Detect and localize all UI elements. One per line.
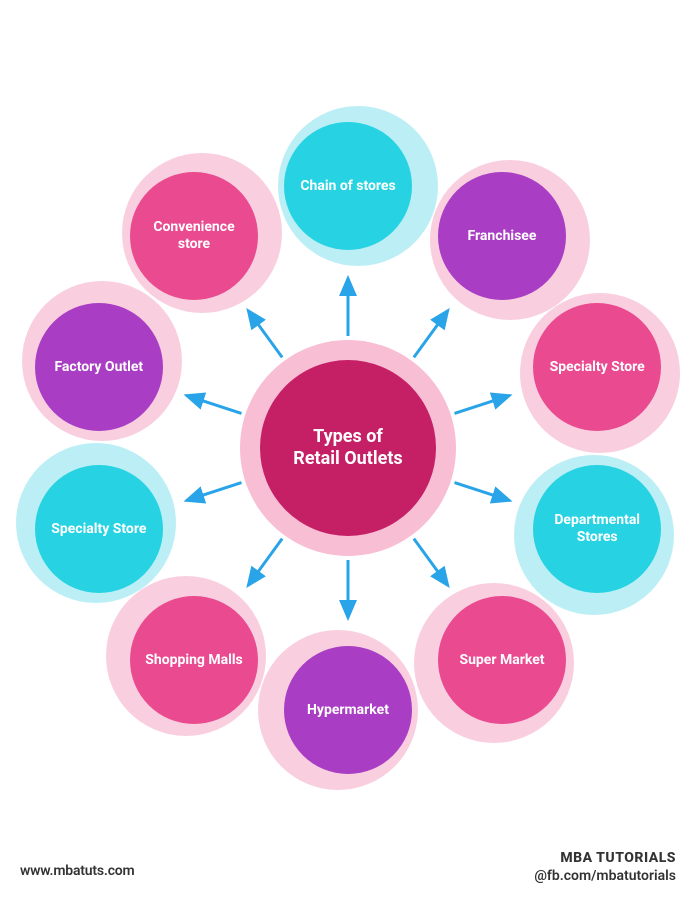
outlet-node-label: Shopping Malls <box>145 652 243 669</box>
outlet-node-label: Super Market <box>459 652 544 669</box>
outlet-node-label: Departmental Stores <box>541 512 653 546</box>
outlet-node-label: Specialty Store <box>51 521 146 538</box>
outlet-node: Franchisee <box>438 172 566 300</box>
footer-right-block: MBA TUTORIALS @fb.com/mbatutorials <box>534 849 676 885</box>
center-node: Types ofRetail Outlets <box>260 360 436 536</box>
arrow <box>455 483 510 501</box>
arrow <box>414 310 448 357</box>
arrow <box>186 395 241 413</box>
arrow <box>455 395 510 413</box>
outlet-node: Super Market <box>438 596 566 724</box>
outlet-node: Hypermarket <box>284 646 412 774</box>
outlet-node: Convenience store <box>130 172 258 300</box>
outlet-node: Chain of stores <box>284 122 412 250</box>
outlet-node-label: Convenience store <box>138 219 250 253</box>
outlet-node: Factory Outlet <box>35 303 163 431</box>
arrow <box>186 483 241 501</box>
arrow <box>414 539 448 586</box>
footer-left-url: www.mbatuts.com <box>20 863 134 879</box>
arrow <box>248 310 282 357</box>
outlet-node-label: Hypermarket <box>307 702 389 719</box>
outlet-node: Specialty Store <box>533 303 661 431</box>
arrow <box>248 539 282 586</box>
outlet-node: Departmental Stores <box>533 465 661 593</box>
center-label: Types ofRetail Outlets <box>293 426 402 471</box>
outlet-node-label: Franchisee <box>468 228 537 245</box>
outlet-node: Shopping Malls <box>130 596 258 724</box>
outlet-node: Specialty Store <box>35 465 163 593</box>
diagram-canvas: Types ofRetail Outlets Chain of stores Fr… <box>0 0 696 897</box>
outlet-node-label: Factory Outlet <box>54 359 143 376</box>
footer-handle: @fb.com/mbatutorials <box>534 867 676 885</box>
footer-brand: MBA TUTORIALS <box>534 849 676 867</box>
outlet-node-label: Chain of stores <box>300 178 395 195</box>
outlet-node-label: Specialty Store <box>550 359 645 376</box>
